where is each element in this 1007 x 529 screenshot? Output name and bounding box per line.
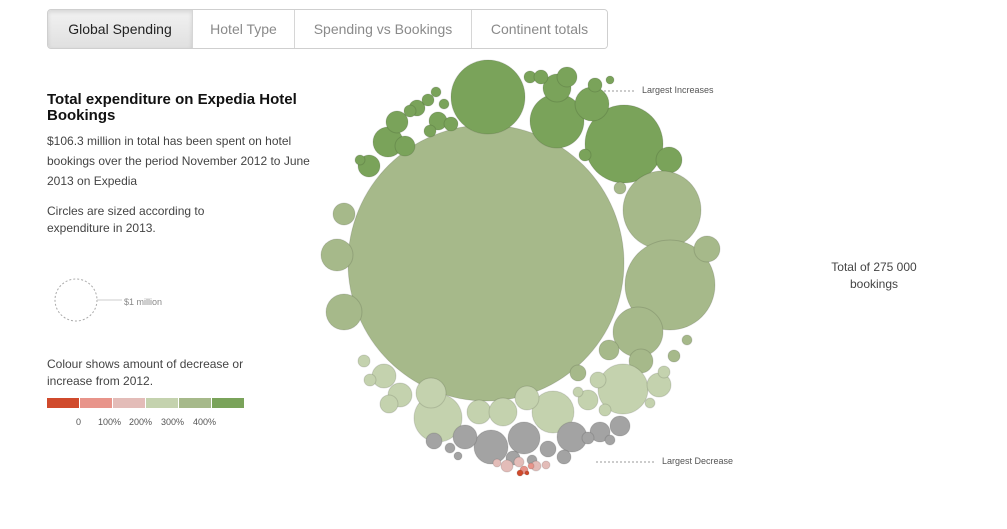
tab-continent-totals[interactable]: Continent totals bbox=[471, 10, 607, 48]
bubble-81[interactable] bbox=[524, 470, 530, 476]
bubble-26[interactable] bbox=[622, 170, 702, 250]
bubble-6[interactable] bbox=[556, 66, 578, 88]
bubble-10[interactable] bbox=[655, 146, 683, 174]
bubble-61[interactable] bbox=[452, 424, 478, 450]
colour-swatch-4 bbox=[179, 398, 211, 408]
bubble-45[interactable] bbox=[514, 385, 540, 411]
tab-spending-vs-bookings[interactable]: Spending vs Bookings bbox=[294, 10, 471, 48]
colour-swatch-2 bbox=[113, 398, 145, 408]
bubble-group bbox=[320, 59, 721, 477]
bubble-12[interactable] bbox=[394, 135, 416, 157]
bubble-25[interactable] bbox=[605, 75, 615, 85]
colour-swatch-0 bbox=[47, 398, 79, 408]
bubble-17[interactable] bbox=[443, 116, 459, 132]
bubble-59[interactable] bbox=[507, 421, 541, 455]
bubble-51[interactable] bbox=[577, 389, 599, 411]
bubble-57[interactable] bbox=[572, 386, 584, 398]
bubble-68[interactable] bbox=[444, 442, 456, 454]
bubble-30[interactable] bbox=[332, 202, 356, 226]
bubble-23[interactable] bbox=[354, 154, 366, 166]
bubble-74[interactable] bbox=[513, 456, 525, 468]
bubble-63[interactable] bbox=[539, 440, 557, 458]
bubble-52[interactable] bbox=[357, 354, 371, 368]
bubble-13[interactable] bbox=[385, 110, 409, 134]
bubble-18[interactable] bbox=[421, 93, 435, 107]
size-note: Circles are sized according to expenditu… bbox=[47, 204, 205, 235]
bubble-56[interactable] bbox=[598, 403, 612, 417]
bubble-42[interactable] bbox=[415, 377, 447, 409]
bubble-62[interactable] bbox=[425, 432, 443, 450]
bubble-36[interactable] bbox=[681, 334, 693, 346]
colour-swatch-5 bbox=[212, 398, 244, 408]
tab-hotel-type[interactable]: Hotel Type bbox=[192, 10, 294, 48]
bubble-66[interactable] bbox=[556, 449, 572, 465]
bubble-37[interactable] bbox=[613, 181, 627, 195]
size-legend-label: $1 million bbox=[124, 297, 163, 307]
bubble-4[interactable] bbox=[574, 86, 610, 122]
colour-tick-200: 200% bbox=[129, 417, 153, 427]
bubble-31[interactable] bbox=[320, 238, 354, 272]
bubble-80[interactable] bbox=[516, 469, 524, 477]
total-bookings-label: Total of 275 000 bookings bbox=[831, 260, 917, 291]
bubble-34[interactable] bbox=[598, 339, 620, 361]
colour-swatch-3 bbox=[146, 398, 178, 408]
bubble-32[interactable] bbox=[325, 293, 363, 331]
bubble-9[interactable] bbox=[587, 77, 603, 93]
bubble-35[interactable] bbox=[667, 349, 681, 363]
bubble-29[interactable] bbox=[693, 235, 721, 263]
bubble-24[interactable] bbox=[438, 98, 450, 110]
colour-note: Colour shows amount of decrease or incre… bbox=[47, 357, 244, 388]
bubble-76[interactable] bbox=[541, 460, 551, 470]
bubble-71[interactable] bbox=[581, 431, 595, 445]
bubble-40[interactable] bbox=[531, 390, 575, 434]
bubble-20[interactable] bbox=[403, 104, 417, 118]
size-legend-circle bbox=[54, 278, 98, 322]
bubble-19[interactable] bbox=[430, 86, 442, 98]
bubble-73[interactable] bbox=[500, 459, 514, 473]
chart-description: $106.3 million in total has been spent o… bbox=[47, 134, 310, 188]
bubble-77[interactable] bbox=[492, 458, 502, 468]
bubble-0[interactable] bbox=[347, 124, 625, 402]
bubble-79[interactable] bbox=[527, 462, 535, 470]
bubble-22[interactable] bbox=[578, 148, 592, 162]
bubble-69[interactable] bbox=[453, 451, 463, 461]
largest-decrease-label: Largest Decrease bbox=[662, 456, 734, 466]
bubble-48[interactable] bbox=[379, 394, 399, 414]
bubble-55[interactable] bbox=[657, 365, 671, 379]
tab-global-spending[interactable]: Global Spending bbox=[48, 10, 192, 48]
colour-tick-300: 300% bbox=[161, 417, 185, 427]
bubble-44[interactable] bbox=[488, 397, 518, 427]
bubble-50[interactable] bbox=[589, 371, 607, 389]
bubble-65[interactable] bbox=[609, 415, 631, 437]
bubble-38[interactable] bbox=[569, 364, 587, 382]
colour-tick-400: 400% bbox=[193, 417, 217, 427]
bubble-21[interactable] bbox=[423, 124, 437, 138]
bubble-72[interactable] bbox=[604, 434, 616, 446]
colour-scale bbox=[47, 398, 245, 408]
bubble-8[interactable] bbox=[533, 69, 549, 85]
tab-bar: Global Spending Hotel Type Spending vs B… bbox=[47, 9, 608, 49]
bubble-54[interactable] bbox=[644, 397, 656, 409]
chart-title: Total expenditure on Expedia Hotel Booki… bbox=[47, 91, 297, 124]
bubble-2[interactable] bbox=[584, 104, 664, 184]
largest-increases-label: Largest Increases bbox=[642, 85, 714, 95]
bubble-64[interactable] bbox=[589, 421, 611, 443]
colour-swatch-1 bbox=[80, 398, 112, 408]
colour-tick-100: 100% bbox=[98, 417, 122, 427]
colour-tick-0: 0 bbox=[76, 417, 82, 427]
bubble-27[interactable] bbox=[624, 239, 716, 331]
bubble-46[interactable] bbox=[371, 363, 397, 389]
bubble-1[interactable] bbox=[450, 59, 526, 135]
bubble-53[interactable] bbox=[363, 373, 377, 387]
bubble-58[interactable] bbox=[473, 429, 509, 465]
bubble-43[interactable] bbox=[466, 399, 492, 425]
